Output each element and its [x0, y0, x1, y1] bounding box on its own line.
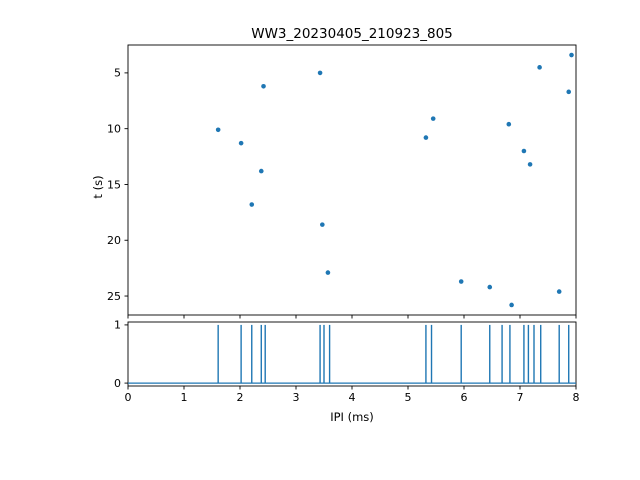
y-tick-label: 25: [107, 290, 121, 303]
x-tick-label: 6: [461, 391, 468, 404]
scatter-point: [238, 140, 244, 146]
x-tick-label: 2: [237, 391, 244, 404]
y-axis-label: t (s): [91, 175, 105, 199]
scatter-point: [458, 279, 464, 284]
scatter-point: [527, 162, 533, 167]
scatter-point: [317, 70, 323, 76]
scatter-point: [569, 52, 574, 58]
scatter-point: [506, 121, 512, 127]
scatter-point: [423, 135, 429, 140]
y-tick-label: 0: [114, 377, 121, 390]
axes-frame: [127, 321, 577, 387]
scatter-point: [556, 289, 562, 294]
x-tick-label: 3: [293, 391, 300, 404]
x-tick-label: 5: [405, 391, 412, 404]
figure-title: WW3_20230405_210923_805: [251, 26, 453, 42]
scatter-point: [537, 65, 542, 70]
scatter-point: [249, 202, 255, 207]
y-tick-label: 20: [107, 234, 121, 247]
scatter-point: [430, 116, 436, 121]
x-tick-label: 1: [181, 391, 188, 404]
scatter-point: [320, 222, 325, 227]
scatter-point: [566, 89, 572, 95]
x-tick-label: 4: [349, 391, 356, 404]
scatter-point: [487, 284, 493, 290]
scatter-point: [261, 83, 266, 89]
x-tick-label: 0: [125, 391, 132, 404]
y-tick-label: 1: [114, 319, 121, 332]
y-tick-label: 10: [107, 122, 121, 135]
x-axis-label: IPI (ms): [330, 410, 374, 424]
y-tick-label: 5: [114, 67, 121, 80]
scatter-point: [215, 127, 221, 133]
x-tick-label: 8: [573, 391, 580, 404]
axes-frame: [127, 44, 577, 316]
y-tick-label: 15: [107, 178, 121, 191]
scatter-point: [509, 302, 514, 308]
scatter-point: [258, 168, 264, 174]
scatter-point: [325, 270, 331, 275]
scatter-point: [521, 148, 527, 154]
x-tick-label: 7: [517, 391, 524, 404]
